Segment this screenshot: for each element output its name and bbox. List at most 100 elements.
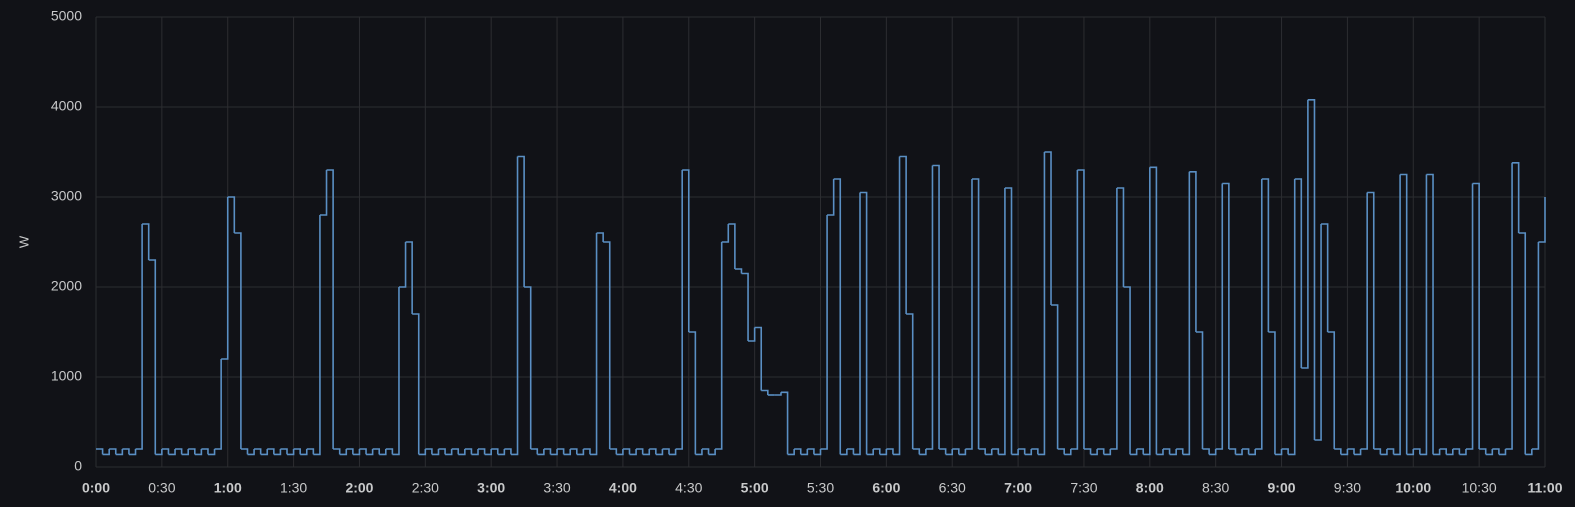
x-tick-label: 6:30 — [939, 480, 966, 496]
line-step — [398, 242, 407, 288]
line-step — [385, 448, 394, 455]
line-step — [1149, 166, 1158, 455]
line-step — [629, 449, 637, 456]
line-step — [445, 449, 453, 456]
line-step — [319, 170, 328, 216]
line-step — [669, 449, 677, 456]
line-step — [175, 448, 183, 455]
line-step — [570, 448, 578, 455]
line-step — [247, 449, 255, 456]
x-tick-label: 9:00 — [1268, 480, 1296, 496]
line-step — [287, 449, 295, 456]
line-step — [1162, 448, 1171, 455]
line-step — [1321, 223, 1329, 332]
line-step — [1294, 178, 1303, 368]
line-step — [425, 448, 433, 455]
line-step — [912, 448, 921, 455]
line-step — [1103, 449, 1112, 456]
line-step — [886, 448, 894, 455]
line-step — [642, 449, 651, 456]
line-step — [1380, 449, 1388, 456]
line-step — [1307, 99, 1316, 440]
line-step — [168, 449, 176, 456]
line-step — [181, 449, 190, 456]
line-step — [609, 448, 618, 455]
line-step — [471, 449, 479, 456]
line-step — [1248, 449, 1256, 456]
line-step — [1130, 449, 1138, 456]
line-step — [1360, 192, 1368, 450]
line-step — [530, 448, 539, 455]
line-step — [1505, 162, 1513, 450]
line-step — [1083, 448, 1092, 455]
line-step — [991, 448, 1000, 455]
line-step — [1340, 449, 1349, 456]
line-step — [431, 449, 440, 456]
line-step — [1268, 331, 1276, 455]
line-step — [1136, 448, 1145, 455]
line-step — [1498, 449, 1507, 456]
line-step — [155, 449, 163, 456]
line-step — [1485, 449, 1494, 456]
line-step — [1327, 331, 1336, 449]
line-step — [1143, 167, 1151, 456]
line-step — [800, 449, 809, 456]
line-step — [675, 170, 683, 450]
line-step — [827, 179, 835, 216]
line-step — [1314, 224, 1322, 441]
x-tick-label: 3:00 — [477, 480, 505, 496]
x-tick-label: 5:30 — [807, 480, 834, 496]
line-step — [906, 313, 914, 449]
line-step — [761, 389, 769, 395]
line-step — [1512, 162, 1520, 233]
line-step — [1064, 449, 1072, 456]
line-step — [1465, 183, 1474, 450]
line-step — [589, 233, 598, 456]
line-step — [1222, 182, 1230, 449]
line-step — [1090, 449, 1098, 456]
line-step — [366, 449, 374, 456]
x-tick-label: 11:00 — [1527, 480, 1562, 496]
x-tick-label: 8:30 — [1202, 480, 1229, 496]
line-step — [405, 241, 413, 314]
line-step — [952, 448, 960, 455]
line-step — [300, 449, 308, 456]
x-tick-label: 1:00 — [214, 480, 242, 496]
line-step — [728, 223, 736, 269]
line-step — [557, 448, 565, 455]
line-step — [148, 259, 157, 455]
line-step — [583, 448, 591, 455]
line-step — [478, 448, 486, 455]
line-step — [1426, 173, 1434, 455]
line-step — [1538, 197, 1546, 243]
x-tick-label: 7:30 — [1070, 480, 1097, 496]
line-step — [306, 448, 315, 455]
line-step — [715, 242, 723, 450]
line-step — [1439, 448, 1447, 455]
line-step — [1459, 449, 1467, 456]
line-step — [254, 448, 262, 455]
line-step — [1472, 182, 1480, 449]
line-step — [214, 359, 222, 450]
x-tick-label: 5:00 — [741, 480, 769, 496]
line-step — [965, 179, 973, 450]
line-step — [352, 449, 361, 456]
line-step — [418, 449, 427, 456]
line-step — [517, 155, 525, 287]
line-step — [1110, 188, 1118, 450]
line-step — [721, 224, 730, 243]
x-tick-label: 0:30 — [148, 480, 175, 496]
line-step — [820, 215, 828, 450]
line-step — [636, 448, 644, 455]
line-step — [734, 268, 743, 274]
line-step — [1452, 448, 1461, 455]
line-step — [379, 449, 387, 456]
line-step — [412, 313, 420, 455]
line-step — [273, 449, 282, 456]
y-tick-label: 3000 — [51, 188, 82, 204]
line-step — [1070, 170, 1079, 450]
line-step — [491, 448, 499, 455]
line-step — [899, 155, 907, 314]
x-tick-label: 10:30 — [1462, 480, 1497, 496]
line-step — [1044, 151, 1052, 305]
